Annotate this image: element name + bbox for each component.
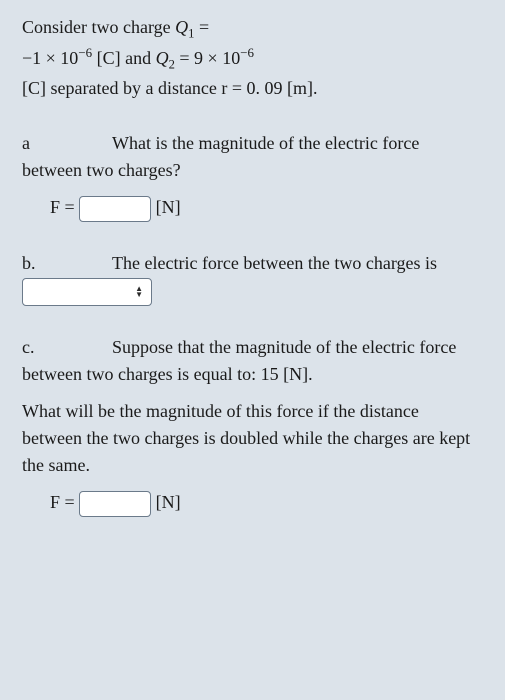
part-c-input[interactable] bbox=[79, 491, 151, 517]
part-b-label: b. bbox=[22, 250, 112, 277]
part-b-text: The electric force between the two charg… bbox=[112, 253, 437, 273]
part-a-answer-line: F = [N] bbox=[22, 194, 483, 222]
q2-eq: = 9 × 10 bbox=[175, 48, 240, 68]
intro-line3: [C] separated by a distance r = 0. 09 [m… bbox=[22, 78, 318, 98]
part-c: c.Suppose that the magnitude of the elec… bbox=[22, 334, 483, 517]
part-a-unit: [N] bbox=[156, 197, 181, 217]
problem-intro: Consider two charge Q1 = −1 × 10−6 [C] a… bbox=[22, 14, 483, 102]
part-c-f-label: F = bbox=[50, 492, 75, 512]
part-a-label: a bbox=[22, 130, 112, 157]
intro-pre: Consider two charge bbox=[22, 17, 175, 37]
q2-symbol-base: Q bbox=[156, 48, 169, 68]
part-b: b.The electric force between the two cha… bbox=[22, 250, 483, 306]
part-c-text2: What will be the magnitude of this force… bbox=[22, 398, 483, 479]
chevron-updown-icon: ▲▼ bbox=[135, 286, 143, 298]
q1-value-exp: −6 bbox=[78, 45, 92, 60]
part-a: aWhat is the magnitude of the electric f… bbox=[22, 130, 483, 222]
part-a-f-label: F = bbox=[50, 197, 75, 217]
part-c-unit: [N] bbox=[156, 492, 181, 512]
q1-value-coef: −1 × 10 bbox=[22, 48, 78, 68]
intro-eq: = bbox=[194, 17, 209, 37]
q1-symbol-base: Q bbox=[175, 17, 188, 37]
q2-exp: −6 bbox=[240, 45, 254, 60]
part-b-select[interactable]: ▲▼ bbox=[22, 278, 152, 306]
q1-unit: [C] and bbox=[92, 48, 155, 68]
part-a-input[interactable] bbox=[79, 196, 151, 222]
part-c-answer-line: F = [N] bbox=[22, 489, 483, 517]
part-c-label: c. bbox=[22, 334, 112, 361]
